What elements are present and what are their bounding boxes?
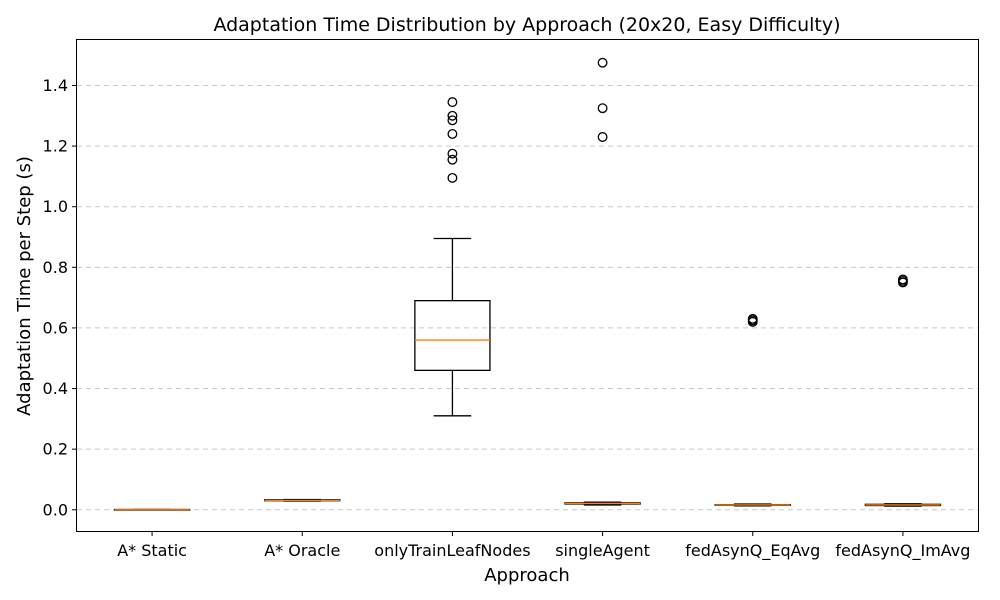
y-tick-label: 0.8 (43, 258, 68, 277)
box-group (564, 57, 641, 506)
box-group (714, 313, 791, 507)
outlier-point (897, 274, 908, 285)
y-tick-label: 0.4 (43, 379, 68, 398)
y-tick-label: 0.2 (43, 440, 68, 459)
x-tick-label: A* Oracle (264, 541, 340, 560)
outlier-point (597, 103, 608, 114)
plot-frame (76, 39, 979, 532)
outlier-point (447, 97, 458, 108)
outlier-point (597, 132, 608, 142)
boxes-layer (113, 57, 942, 511)
x-tick-label: A* Static (117, 541, 187, 560)
outlier-point (447, 110, 458, 121)
y-axis-label: Adaptation Time per Step (s) (14, 156, 35, 416)
x-axis: A* Static A* Oracle onlyTrainLeafNodes sing… (117, 531, 970, 561)
chart-title: Adaptation Time Distribution by Approach… (213, 14, 840, 36)
y-tick-label: 1.4 (43, 76, 68, 95)
outlier-point (447, 154, 458, 165)
x-tick-label: fedAsynQ_EqAvg (685, 541, 820, 561)
y-tick-label: 0.0 (43, 500, 68, 519)
box-group (414, 97, 491, 417)
box-group (864, 274, 942, 507)
x-axis-label: Approach (484, 565, 570, 586)
outlier-point (597, 57, 608, 68)
outlier-point (447, 148, 458, 159)
y-tick-label: 1.0 (43, 197, 68, 216)
outlier-point (747, 313, 758, 324)
outlier-point (447, 115, 458, 126)
box-group (113, 508, 191, 511)
x-tick-label: singleAgent (555, 541, 650, 560)
x-tick-label: fedAsynQ_ImAvg (835, 541, 970, 561)
y-tick-label: 1.2 (43, 137, 68, 156)
box (414, 300, 491, 372)
box-group (264, 498, 341, 502)
outlier-point (447, 129, 458, 139)
y-axis: 0.0 0.2 0.4 0.6 0.8 1.0 1.2 1.4 (43, 76, 77, 519)
grid-layer (77, 84, 978, 511)
y-tick-label: 0.6 (43, 318, 68, 337)
x-tick-label: onlyTrainLeafNodes (374, 541, 530, 560)
outlier-point (447, 172, 458, 183)
